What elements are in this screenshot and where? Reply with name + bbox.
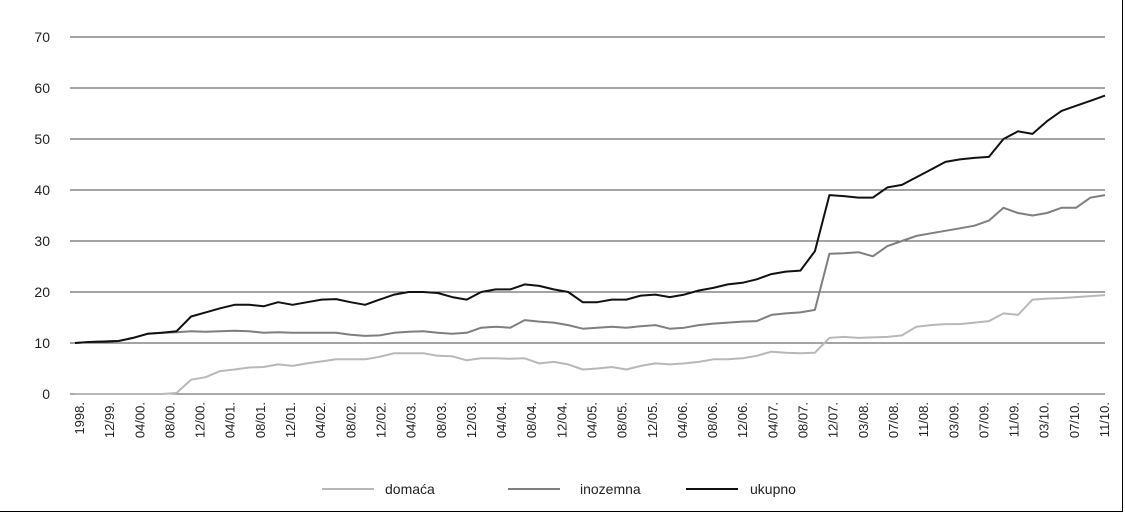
x-tick-label: 12/07. <box>826 402 841 438</box>
x-tick-label: 08/00. <box>162 402 177 438</box>
x-tick-label: 11/08. <box>916 402 931 437</box>
x-tick-label: 11/09. <box>1007 402 1022 437</box>
x-tick-label: 04/07. <box>765 402 780 438</box>
x-tick-label: 07/10. <box>1067 402 1082 438</box>
x-tick-label: 03/10. <box>1037 402 1052 438</box>
x-tick-label: 08/07. <box>796 402 811 438</box>
x-axis-ticks: 1998. 12/99. 04/00. 08/00. 12/00. 04/01. 08/01… <box>72 402 1112 438</box>
x-tick-label: 07/09. <box>976 402 991 438</box>
y-tick-label: 10 <box>34 335 50 351</box>
series-line-ukupno <box>74 94 1106 344</box>
series-line-inozemna <box>74 194 1106 344</box>
legend-label-inozemna: inozemna <box>580 481 641 497</box>
y-tick-label: 60 <box>34 80 50 96</box>
x-tick-label: 04/06. <box>675 402 690 438</box>
x-tick-label: 04/04. <box>494 402 509 438</box>
x-tick-label: 04/03. <box>404 402 419 438</box>
x-tick-label: 12/99. <box>102 402 117 438</box>
y-tick-label: 70 <box>34 29 50 45</box>
x-tick-label: 12/05. <box>645 402 660 438</box>
x-tick-label: 08/02. <box>343 402 358 438</box>
x-tick-label: 12/06. <box>735 402 750 438</box>
x-tick-label: 08/01. <box>253 402 268 438</box>
y-tick-label: 30 <box>34 233 50 249</box>
x-tick-label: 08/05. <box>615 402 630 438</box>
y-tick-label: 50 <box>34 131 50 147</box>
x-tick-label: 04/05. <box>585 402 600 438</box>
gridlines <box>70 36 1105 395</box>
x-tick-label: 04/01. <box>223 402 238 438</box>
x-tick-label: 1998. <box>72 402 87 435</box>
x-tick-label: 12/00. <box>193 402 208 438</box>
x-tick-label: 12/04. <box>554 402 569 438</box>
series-line-domaća <box>75 294 1106 395</box>
legend-label-ukupno: ukupno <box>750 481 796 497</box>
x-tick-label: 12/03. <box>464 402 479 438</box>
y-tick-label: 20 <box>34 284 50 300</box>
x-tick-label: 08/03. <box>434 402 449 438</box>
x-tick-label: 03/08. <box>856 402 871 438</box>
x-tick-label: 12/02. <box>373 402 388 438</box>
y-tick-label: 0 <box>42 386 50 402</box>
x-tick-label: 11/10. <box>1097 402 1112 437</box>
legend: domaća inozemna ukupno <box>322 481 796 497</box>
x-tick-label: 08/06. <box>705 402 720 438</box>
legend-label-domaća: domaća <box>385 481 435 497</box>
series-lines <box>74 94 1106 395</box>
x-tick-label: 12/01. <box>283 402 298 438</box>
x-tick-label: 03/09. <box>946 402 961 438</box>
y-tick-label: 40 <box>34 182 50 198</box>
x-tick-label: 04/00. <box>132 402 147 438</box>
x-tick-label: 04/02. <box>313 402 328 438</box>
x-tick-label: 08/04. <box>524 402 539 438</box>
x-tick-label: 07/08. <box>886 402 901 438</box>
y-axis-ticks: 0 10 20 30 40 50 60 70 <box>34 29 50 402</box>
